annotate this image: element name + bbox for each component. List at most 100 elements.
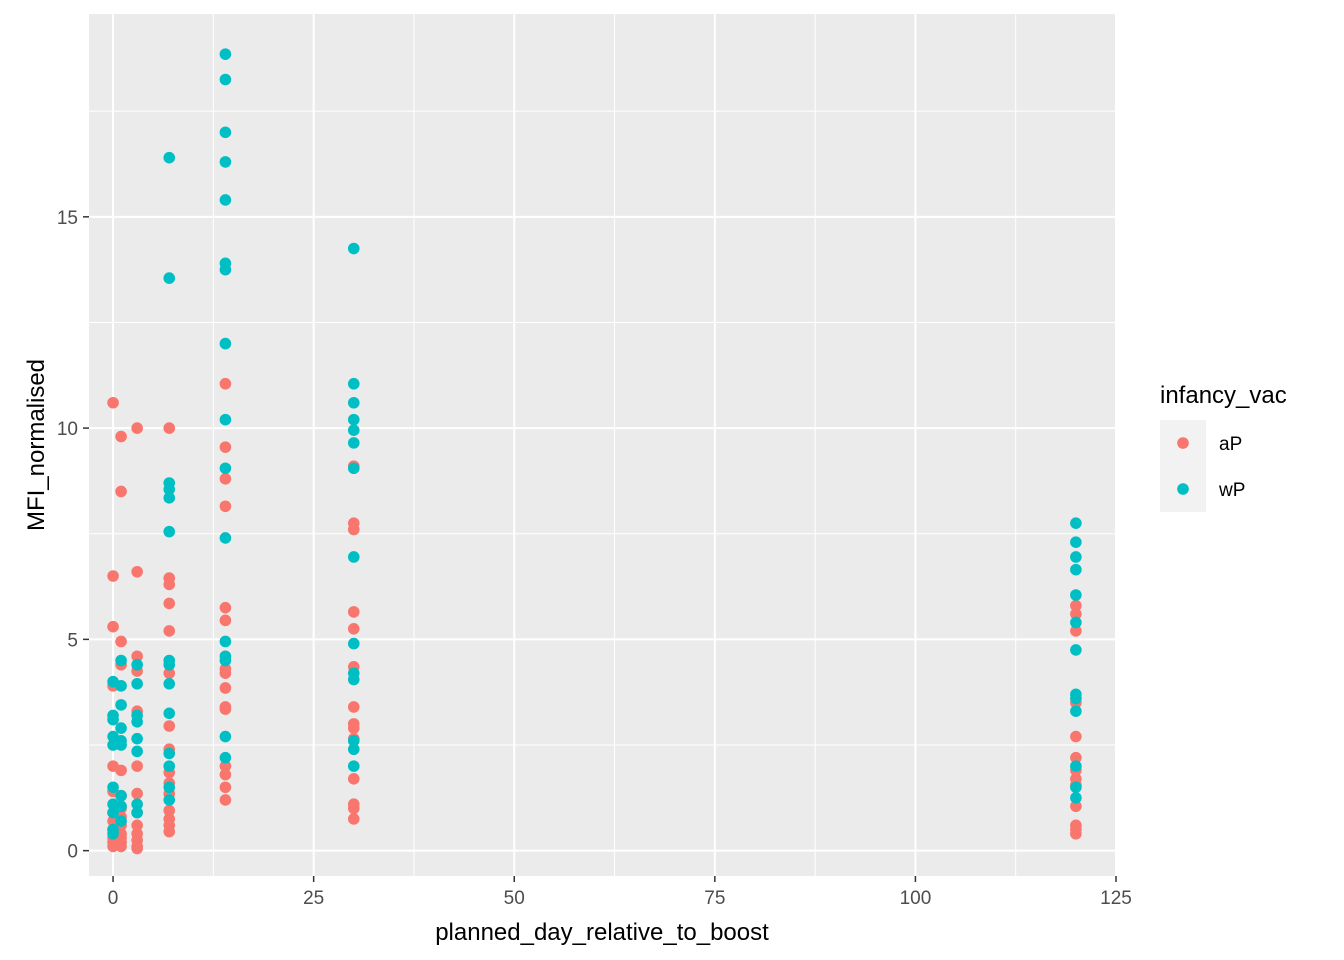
data-point-wP [163, 151, 176, 164]
y-tick-label: 5 [67, 630, 78, 651]
data-point-wP [163, 483, 176, 496]
data-point-wP [115, 654, 127, 667]
data-point-wP [347, 734, 360, 747]
x-tick-label: 75 [704, 888, 725, 909]
data-point-wP [219, 337, 232, 350]
data-point-wP [219, 654, 232, 667]
data-point-wP [347, 743, 360, 756]
data-point-aP [163, 804, 176, 817]
data-point-aP [347, 623, 360, 635]
data-point-aP [1070, 827, 1082, 840]
data-point-aP [347, 813, 360, 825]
data-point-aP [219, 682, 232, 694]
x-tick-label: 50 [504, 888, 525, 909]
data-point-aP [219, 441, 232, 453]
y-axis-title: MFI_normalised [23, 359, 50, 531]
data-point-wP [347, 760, 360, 772]
data-point-wP [163, 525, 176, 538]
data-point-wP [163, 707, 176, 720]
data-point-aP [1070, 751, 1082, 764]
data-point-aP [131, 760, 143, 772]
data-point-aP [1070, 730, 1082, 743]
data-point-wP [219, 263, 232, 276]
data-point-aP [219, 500, 232, 513]
data-point-aP [347, 701, 360, 713]
data-point-wP [347, 413, 360, 426]
data-point-wP [347, 437, 360, 449]
data-point-wP [163, 794, 176, 806]
data-point-wP [219, 194, 232, 206]
data-point-aP [115, 430, 127, 443]
data-point-wP [115, 815, 127, 827]
x-tick-label: 100 [900, 888, 932, 909]
data-point-wP [131, 806, 143, 819]
data-point-wP [219, 635, 232, 648]
data-point-wP [107, 806, 119, 819]
data-point-wP [1070, 692, 1082, 705]
data-point-wP [163, 658, 176, 671]
data-point-aP [163, 667, 176, 679]
data-point-wP [107, 781, 119, 794]
data-point-aP [131, 787, 143, 800]
data-point-wP [107, 713, 119, 726]
legend-marker-wp [1177, 483, 1189, 495]
x-axis-title: planned_day_relative_to_boost [435, 919, 769, 946]
data-point-wP [1070, 760, 1082, 772]
data-point-wP [115, 699, 127, 711]
data-point-wP [115, 739, 127, 751]
data-point-aP [1070, 608, 1082, 620]
data-point-wP [115, 789, 127, 802]
data-point-aP [1070, 625, 1082, 637]
data-point-aP [115, 485, 127, 498]
data-point-aP [131, 650, 143, 663]
legend-label-ap: aP [1219, 434, 1242, 455]
data-point-aP [163, 625, 176, 637]
x-tick-label: 125 [1100, 888, 1132, 909]
data-point-aP [163, 578, 176, 591]
data-point-wP [1070, 563, 1082, 576]
data-point-aP [219, 601, 232, 614]
data-point-wP [163, 747, 176, 760]
data-point-aP [115, 764, 127, 777]
data-point-aP [219, 703, 232, 715]
data-point-wP [131, 745, 143, 758]
y-tick-label: 0 [67, 842, 78, 863]
data-point-wP [347, 377, 360, 390]
data-point-aP [347, 722, 360, 734]
data-point-wP [219, 156, 232, 168]
data-point-wP [219, 532, 232, 544]
data-point-wP [347, 396, 360, 409]
data-point-aP [1070, 599, 1082, 612]
plot-panel [89, 14, 1116, 876]
data-point-wP [347, 424, 360, 437]
data-point-aP [115, 840, 127, 853]
legend-title: infancy_vac [1160, 382, 1287, 409]
data-point-aP [219, 473, 232, 485]
legend: infancy_vac aP wP [1160, 382, 1287, 512]
data-point-aP [107, 620, 119, 633]
data-point-wP [115, 680, 127, 692]
data-point-aP [163, 597, 176, 610]
data-point-wP [347, 462, 360, 475]
data-point-aP [219, 614, 232, 627]
data-point-aP [131, 842, 143, 855]
data-point-aP [163, 720, 176, 732]
data-point-wP [347, 551, 360, 563]
data-point-aP [347, 523, 360, 536]
data-point-wP [347, 673, 360, 686]
y-tick-label: 10 [57, 419, 78, 440]
data-point-wP [1070, 705, 1082, 718]
data-point-wP [219, 751, 232, 764]
data-point-wP [131, 658, 143, 671]
data-point-aP [219, 768, 232, 781]
data-point-aP [107, 570, 119, 582]
data-point-wP [219, 462, 232, 475]
data-point-aP [163, 825, 176, 838]
data-point-wP [131, 715, 143, 728]
legend-marker-ap [1177, 437, 1189, 449]
data-point-aP [1070, 800, 1082, 813]
data-point-aP [115, 635, 127, 648]
data-point-aP [219, 667, 232, 679]
data-point-wP [347, 242, 360, 255]
